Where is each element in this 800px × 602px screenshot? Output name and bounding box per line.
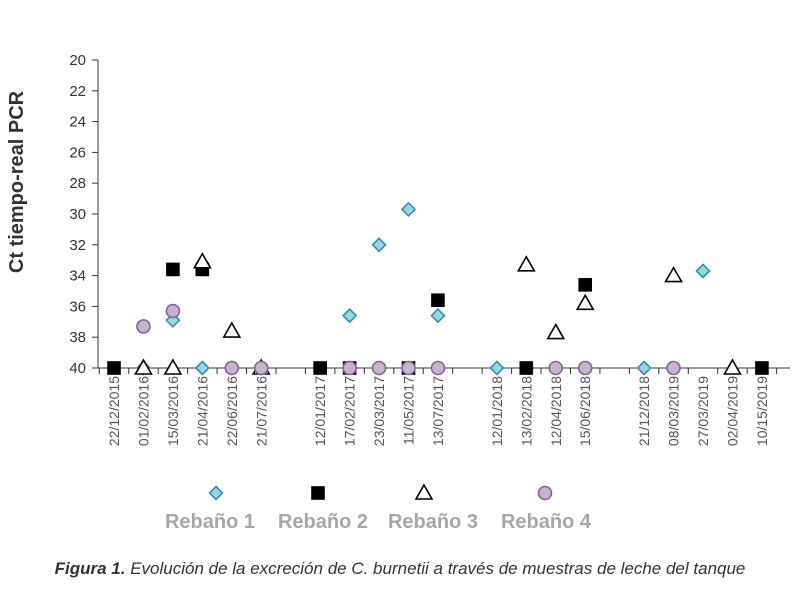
rebano-3-point [664,265,683,283]
y-tick-label: 34 [69,268,86,285]
rebano-1-point [489,360,505,376]
x-tick-label: 22/06/2016 [224,376,240,446]
y-tick-label: 20 [69,52,86,69]
rebano-4-point [548,360,564,376]
y-tick-label: 22 [69,83,86,100]
x-tick-label: 21/12/2018 [636,376,652,446]
caption-label: Figura 1. [54,559,126,578]
legend-label-4: Rebaño 4 [501,511,592,533]
rebano-3-point [575,293,595,311]
axes [97,60,790,369]
rebano-2-point [166,262,180,277]
rebano-1-point [194,360,210,376]
x-tick-label: 12/04/2018 [548,376,564,446]
rebano-1-point [636,360,652,376]
rebano-1-point [400,201,417,218]
scatter-chart: 20 22 24 26 28 30 32 34 36 38 40 22/12/2015 01/02/2… [6,52,790,533]
rebano-4-point [401,360,416,376]
rebano-3-point [163,358,183,375]
caption-text: Evolución de la excreción de C. burnetii… [125,559,746,578]
rebano-2-point [578,278,593,292]
rebano-3-point [723,358,742,375]
y-tick-label: 36 [69,298,86,315]
rebano-3-point [546,322,566,340]
x-tick-label: 12/01/2017 [312,376,328,446]
rebano-3-point [516,255,536,272]
x-tick-label: 10/15/2019 [754,376,770,446]
rebano-1-point [695,263,711,279]
legend-marker-1 [208,485,224,501]
x-tick-label: 11/05/2017 [401,376,417,445]
rebano-2-point [755,361,769,375]
rebano-2-point [107,361,121,375]
legend-label-2: Rebaño 2 [278,511,368,533]
x-tick-label: 02/04/2019 [724,376,740,446]
x-tick-label: 23/03/2017 [371,376,387,446]
rebano-2-point [519,361,534,375]
rebano-1-point [341,308,358,324]
figure-caption: Figura 1. Evolución de la excreción de C… [0,559,800,579]
rebano-4-point [666,360,681,376]
x-tick-label: 15/03/2016 [165,376,181,446]
rebano-4-point [577,360,593,376]
legend-label-3: Rebaño 3 [388,511,478,533]
legend-marker-4 [537,485,553,501]
y-tick-label: 26 [69,144,86,161]
legend-marker-2 [311,486,325,500]
data-marks [107,201,769,376]
x-axis-ticks: 22/12/2015 01/02/2016 15/03/2016 21/04/2016… [98,368,778,446]
y-axis-ticks: 20 22 24 26 28 30 32 34 36 38 40 [69,52,98,377]
rebano-4-point [224,360,240,376]
rebano-4-point [430,360,446,376]
x-tick-label: 13/07/2017 [430,376,446,446]
rebano-2-point [313,361,327,375]
rebano-4-point [253,360,269,376]
x-tick-label: 27/03/2019 [695,376,711,446]
y-tick-label: 28 [69,175,86,192]
legend-label-1: Rebaño 1 [165,511,255,533]
rebano-3-point [222,321,242,338]
rebano-4-point [165,303,181,319]
rebano-3-point [134,358,153,375]
y-axis-label: Ct tiempo-real PCR [6,90,28,273]
rebano-4-point [342,360,357,376]
x-tick-label: 12/01/2018 [489,376,505,446]
x-tick-label: 22/12/2015 [106,376,122,446]
rebano-2-point [431,293,445,308]
y-tick-label: 38 [69,329,86,346]
x-tick-label: 01/02/2016 [135,376,151,446]
legend: Rebaño 1 Rebaño 2 Rebaño 3 Rebaño 4 [165,483,592,533]
x-tick-label: 15/06/2018 [577,376,593,446]
x-tick-label: 21/07/2016 [253,376,269,446]
rebano-1-point [430,308,446,324]
rebano-4-point [136,319,151,334]
x-tick-label: 13/02/2018 [518,376,534,446]
y-tick-label: 24 [69,114,86,131]
x-tick-label: 17/02/2017 [342,376,358,446]
y-tick-label: 30 [69,206,86,223]
legend-marker-3 [414,483,434,500]
rebano-4-point [371,360,387,376]
y-tick-label: 40 [69,360,86,377]
x-tick-label: 21/04/2016 [194,376,210,446]
rebano-1-point [371,237,387,253]
x-tick-label: 08/03/2019 [666,376,682,446]
rebano-3-point [192,252,212,269]
y-tick-label: 32 [69,237,86,254]
